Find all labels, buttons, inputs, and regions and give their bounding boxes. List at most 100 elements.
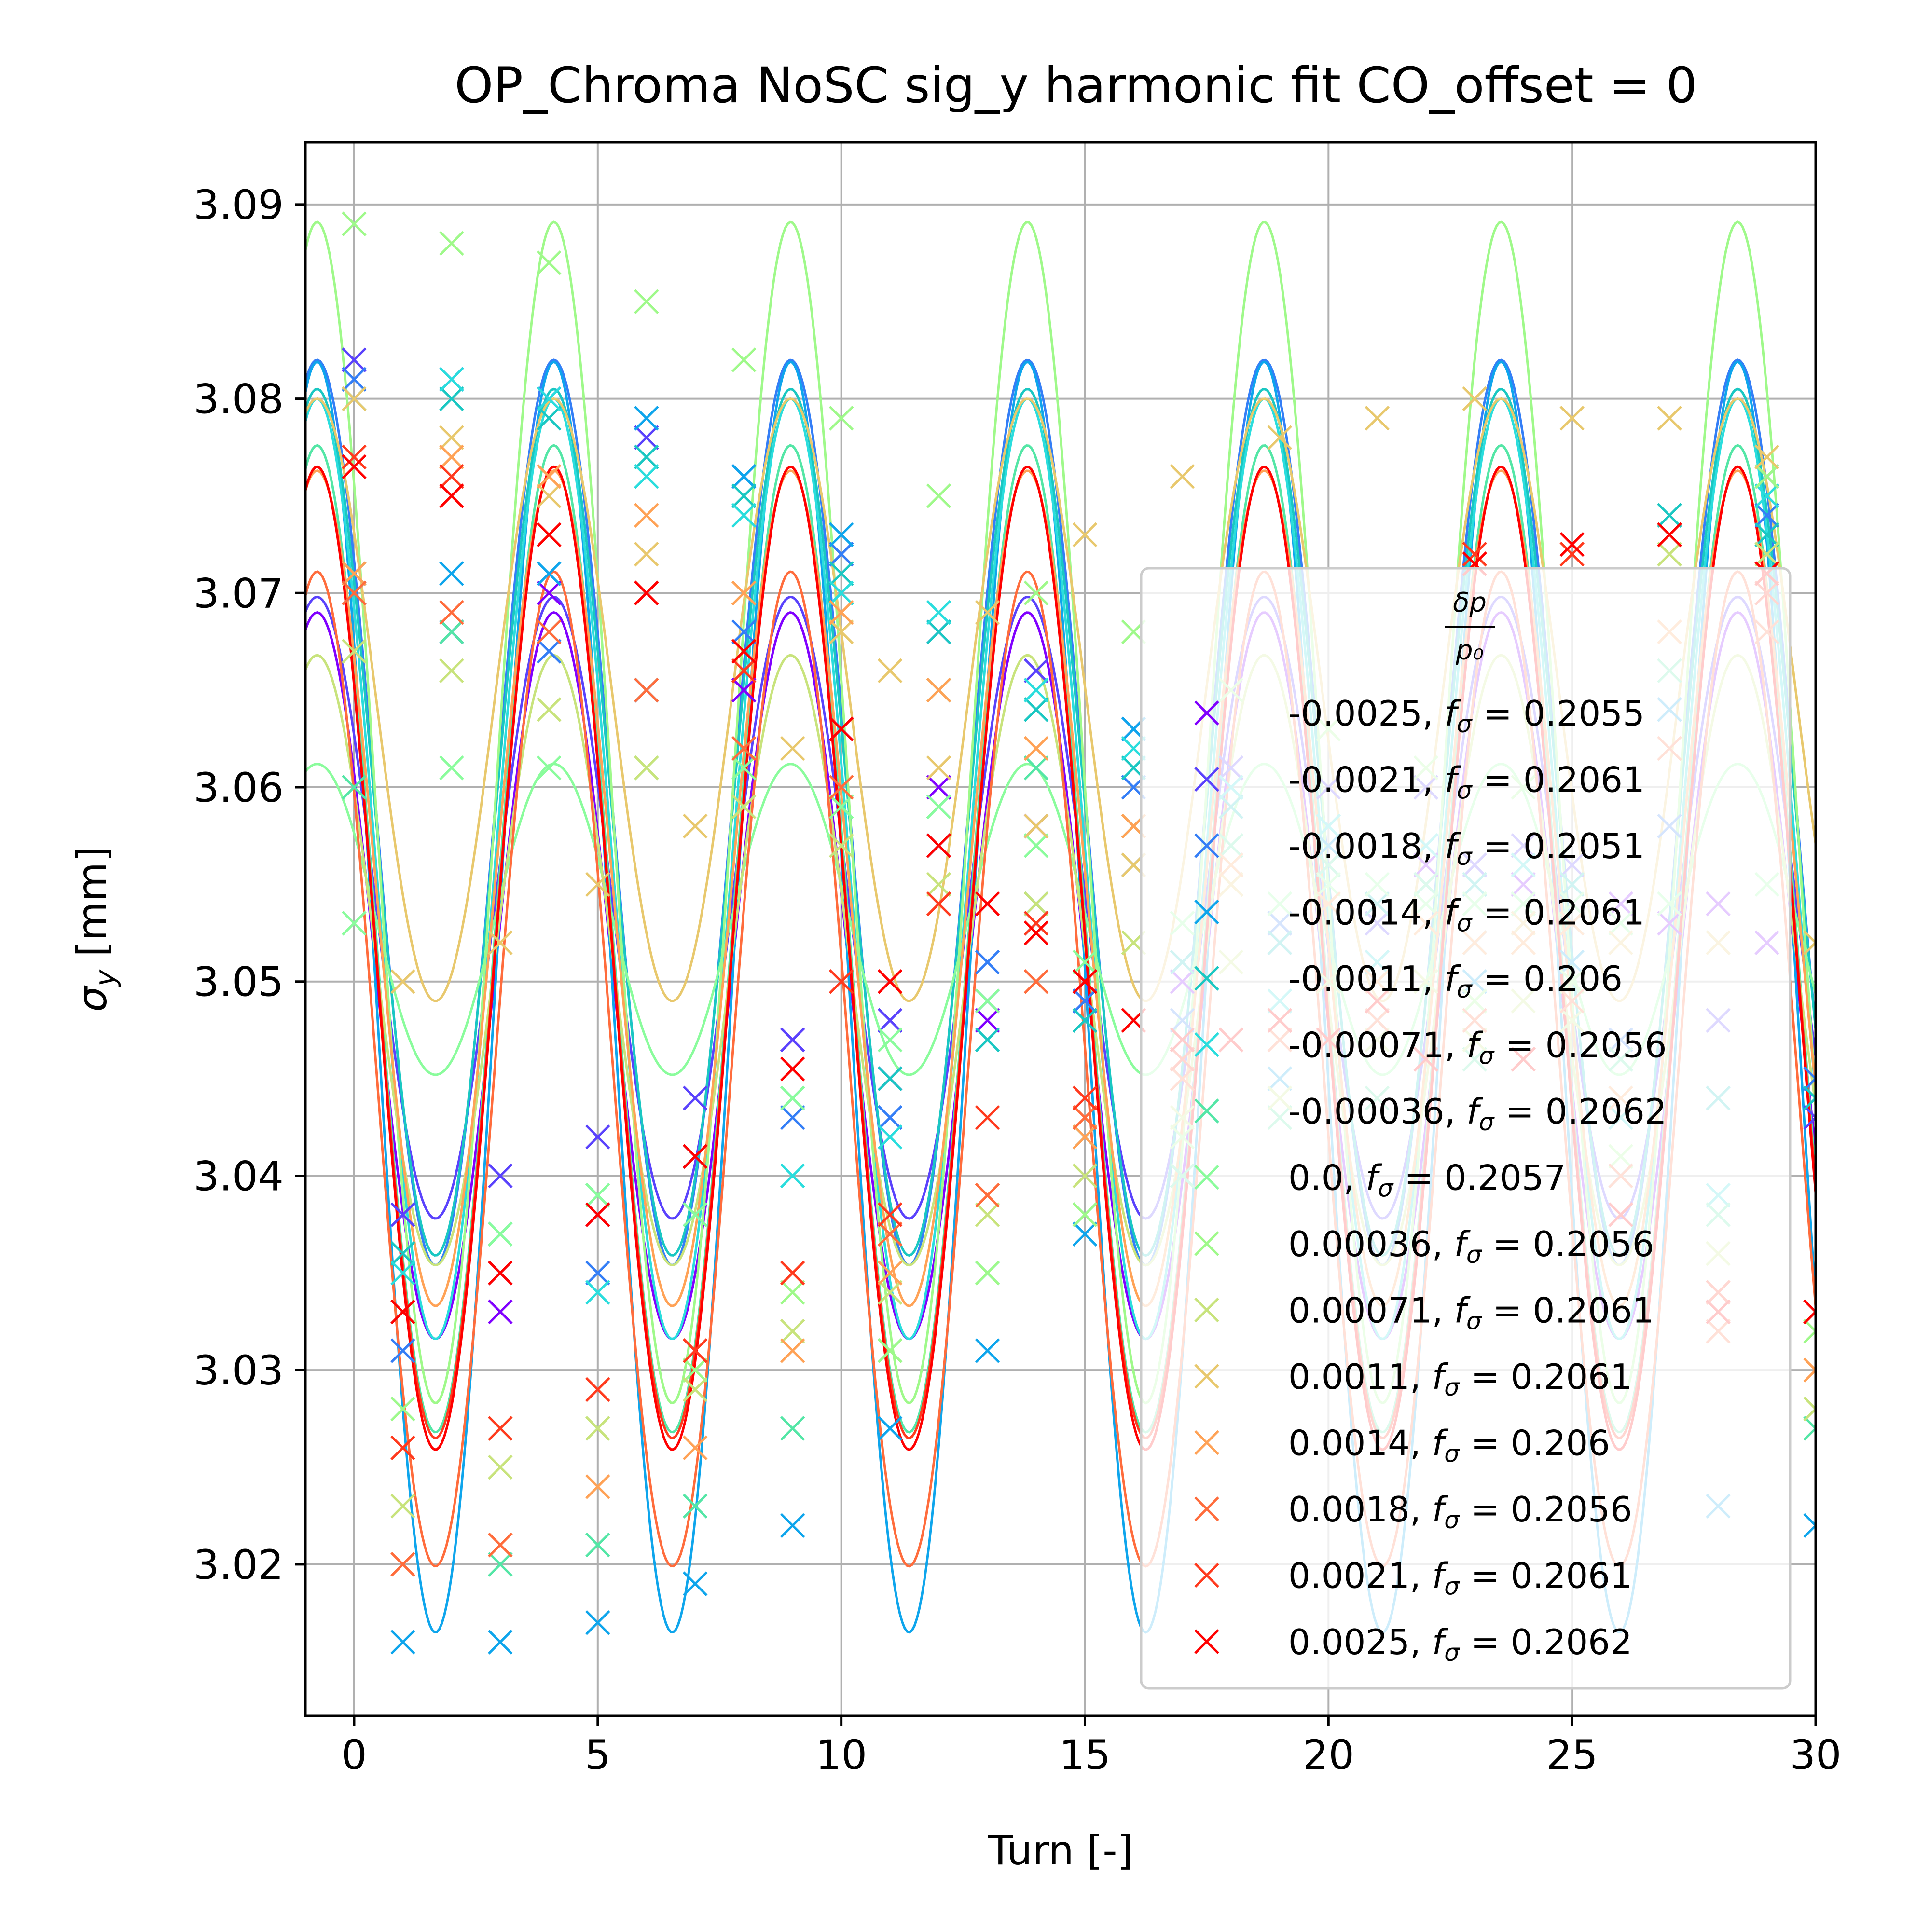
data-point-13 [390,1435,415,1461]
data-point-13 [1462,541,1487,567]
legend: δp p₀ -0.0025, fσ = 0.2055 -0.0021, fσ = 0.… [1140,567,1792,1690]
data-point-13 [439,464,464,489]
data-point-14 [877,969,903,994]
data-point-12 [1072,1105,1098,1130]
data-point-7 [975,988,1000,1014]
data-point-14 [390,1299,415,1325]
data-point-14 [1072,969,1098,994]
data-point-11 [926,677,951,703]
legend-label-5: -0.00071, fσ = 0.2056 [1288,1025,1667,1070]
y-axis-label: σy [mm] [69,846,122,1012]
data-point-4 [828,561,854,586]
data-point-7 [585,1182,610,1208]
data-point-7 [342,911,367,936]
data-point-7 [1023,833,1049,858]
data-point-13 [731,658,757,684]
data-point-2 [731,619,757,644]
data-point-12 [975,1182,1000,1208]
data-point-4 [1023,697,1049,722]
data-point-12 [439,600,464,625]
data-point-9 [1754,541,1779,567]
data-point-4 [1754,522,1779,548]
data-point-10 [1072,522,1098,548]
data-point-1 [877,1008,903,1033]
x-tick-label: 25 [1546,1731,1598,1779]
data-point-9 [828,833,854,858]
data-point-8 [1754,464,1779,489]
data-point-7 [780,1085,805,1111]
data-point-9 [342,639,367,664]
legend-label-13: 0.0021, fσ = 0.2061 [1288,1556,1632,1601]
data-point-9 [439,658,464,684]
data-point-6 [682,1494,708,1519]
data-point-2 [1072,988,1098,1014]
data-point-13 [342,444,367,470]
data-point-3 [780,1513,805,1538]
data-point-12 [1023,969,1049,994]
y-tick-label: 3.06 [193,764,284,811]
x-tick-label: 30 [1790,1731,1842,1779]
data-point-4 [390,1241,415,1266]
data-point-9 [780,1318,805,1344]
data-point-5 [1754,483,1779,508]
data-point-10 [1023,813,1049,839]
data-point-4 [439,386,464,411]
data-point-12 [537,619,562,644]
data-point-1 [1803,1105,1816,1130]
data-point-3 [390,1630,415,1655]
data-point-0 [731,677,757,703]
data-point-13 [828,969,854,994]
data-point-5 [537,386,562,411]
data-point-9 [975,1202,1000,1227]
data-point-1 [1023,658,1049,684]
data-point-11 [585,1474,610,1499]
legend-marker-5 [1194,1032,1219,1057]
data-point-4 [731,483,757,508]
data-point-11 [780,1338,805,1363]
legend-label-12: 0.0018, fσ = 0.2056 [1288,1489,1632,1534]
data-point-2 [390,1338,415,1363]
data-point-0 [926,775,951,800]
data-point-6 [1023,755,1049,781]
legend-marker-11 [1194,1430,1219,1455]
data-point-3 [634,406,659,431]
data-point-0 [975,1008,1000,1033]
data-point-1 [342,347,367,372]
y-tick-label: 3.08 [193,376,284,423]
data-point-2 [585,1261,610,1286]
data-point-10 [1267,425,1293,450]
y-tick-label: 3.07 [193,570,284,617]
data-point-11 [877,1261,903,1286]
data-point-0 [488,1299,513,1325]
data-point-14 [731,639,757,664]
data-point-7 [877,1027,903,1053]
data-point-7 [537,755,562,781]
legend-marker-2 [1194,833,1219,858]
data-point-14 [537,522,562,548]
data-point-8 [634,289,659,314]
data-point-13 [877,1202,903,1227]
plot-area-frame [304,141,1817,1717]
data-point-5 [634,464,659,489]
data-point-11 [682,1435,708,1461]
data-point-12 [342,580,367,606]
data-point-10 [1754,444,1779,470]
data-point-7 [1072,949,1098,975]
data-point-2 [1803,1066,1816,1091]
data-point-5 [926,600,951,625]
data-point-2 [342,367,367,392]
data-point-8 [975,1261,1000,1286]
data-point-11 [828,600,854,625]
data-point-14 [1657,522,1682,548]
data-point-8 [390,1396,415,1422]
data-point-12 [828,775,854,800]
data-point-8 [682,1357,708,1383]
data-point-13 [1559,541,1585,567]
legend-label-14: 0.0025, fσ = 0.2062 [1288,1622,1632,1667]
data-point-11 [342,561,367,586]
data-point-7 [439,755,464,781]
y-tick-label: 3.02 [193,1541,284,1589]
data-point-10 [780,736,805,761]
data-point-11 [731,580,757,606]
